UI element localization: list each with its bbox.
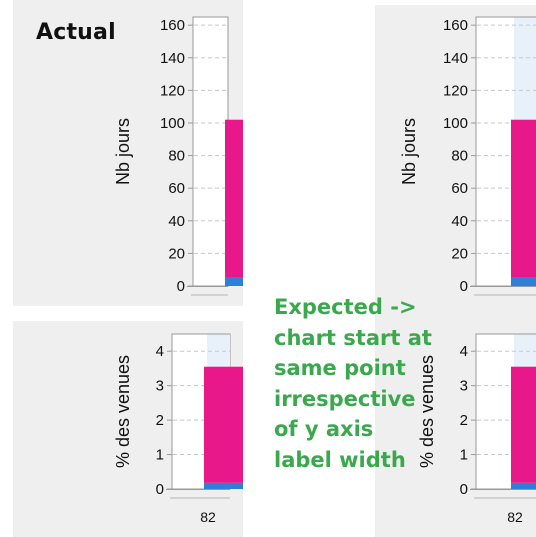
y-tick-label: 2: [156, 412, 164, 429]
y-tick-label: 120: [160, 82, 185, 99]
y-tick-label: 80: [168, 148, 185, 165]
y-tick-label: 140: [160, 50, 185, 67]
note-line: chart start at: [274, 325, 432, 350]
y-tick-label: 100: [160, 115, 185, 132]
note-line: irrespective: [274, 386, 416, 411]
y-tick-label: 1: [460, 447, 468, 464]
y-tick-label: 0: [177, 278, 185, 295]
y-axis-title: % des venues: [417, 355, 437, 468]
bar-segment-main: [225, 119, 243, 278]
y-axis-title: % des venues: [113, 355, 133, 468]
y-tick-label: 0: [460, 481, 468, 498]
y-tick-label: 60: [451, 180, 468, 197]
y-tick-label: 4: [156, 343, 164, 360]
bar-segment-base: [511, 277, 536, 286]
note-line: same point: [274, 356, 406, 380]
y-tick-label: 3: [460, 378, 468, 395]
bar-segment-main: [204, 366, 243, 483]
expected-note: Expected -> chart start at same point ir…: [274, 292, 444, 475]
chart-panel-actual-top: Actual 0 20 40 60 80 100 120 140 160 Nb jours: [13, 0, 243, 306]
y-tick-label: 80: [451, 148, 468, 165]
y-axis-title: Nb jours: [399, 118, 419, 185]
y-tick-label: 1: [156, 447, 164, 464]
note-line: Expected ->: [274, 295, 417, 319]
y-tick-label: 0: [460, 278, 468, 295]
chart-svg: 0 20 40 60 80 100 120 140 160 Nb jours: [113, 16, 243, 296]
chart-svg: 0 20 40 60 80 100 120 140 160 Nb jours: [399, 16, 536, 296]
plot-area: [192, 16, 229, 287]
chart-panel-expected-bottom: 0 1 2 3 4 82 % des venues: [375, 305, 536, 537]
y-tick-label: 0: [156, 481, 164, 498]
bar-segment-main: [511, 366, 536, 483]
y-tick-label: 100: [443, 115, 468, 132]
bar-segment-base: [225, 277, 243, 286]
y-tick-label: 160: [443, 17, 468, 34]
y-tick-label: 140: [443, 50, 468, 67]
note-line: of y axis: [274, 417, 374, 441]
bar-segment-main: [511, 119, 536, 278]
y-tick-label: 60: [168, 180, 185, 197]
x-category-label: 82: [507, 509, 523, 525]
chart-svg: 0 1 2 3 4 82 % des venues: [417, 333, 536, 525]
y-tick-label: 4: [460, 343, 468, 360]
y-axis-title: Nb jours: [113, 118, 133, 185]
y-tick-label: 40: [451, 213, 468, 230]
bar-segment-base: [511, 482, 536, 489]
chart-panel-actual-bottom: 0 1 2 3 4 82 % des venues: [13, 321, 243, 537]
note-line: label width: [274, 447, 406, 472]
y-tick-label: 2: [460, 412, 468, 429]
y-tick-label: 120: [443, 82, 468, 99]
y-tick-label: 40: [168, 213, 185, 230]
y-tick-label: 20: [168, 245, 185, 262]
actual-heading: Actual: [36, 20, 116, 45]
bar-segment-base: [204, 482, 243, 489]
chart-panel-expected-top: 0 20 40 60 80 100 120 140 160 Nb jours: [375, 5, 536, 306]
y-tick-label: 20: [451, 245, 468, 262]
chart-svg: 0 1 2 3 4 82 % des venues: [113, 333, 243, 525]
y-tick-label: 3: [156, 378, 164, 395]
y-tick-label: 160: [160, 17, 185, 34]
x-category-label: 82: [200, 509, 216, 525]
